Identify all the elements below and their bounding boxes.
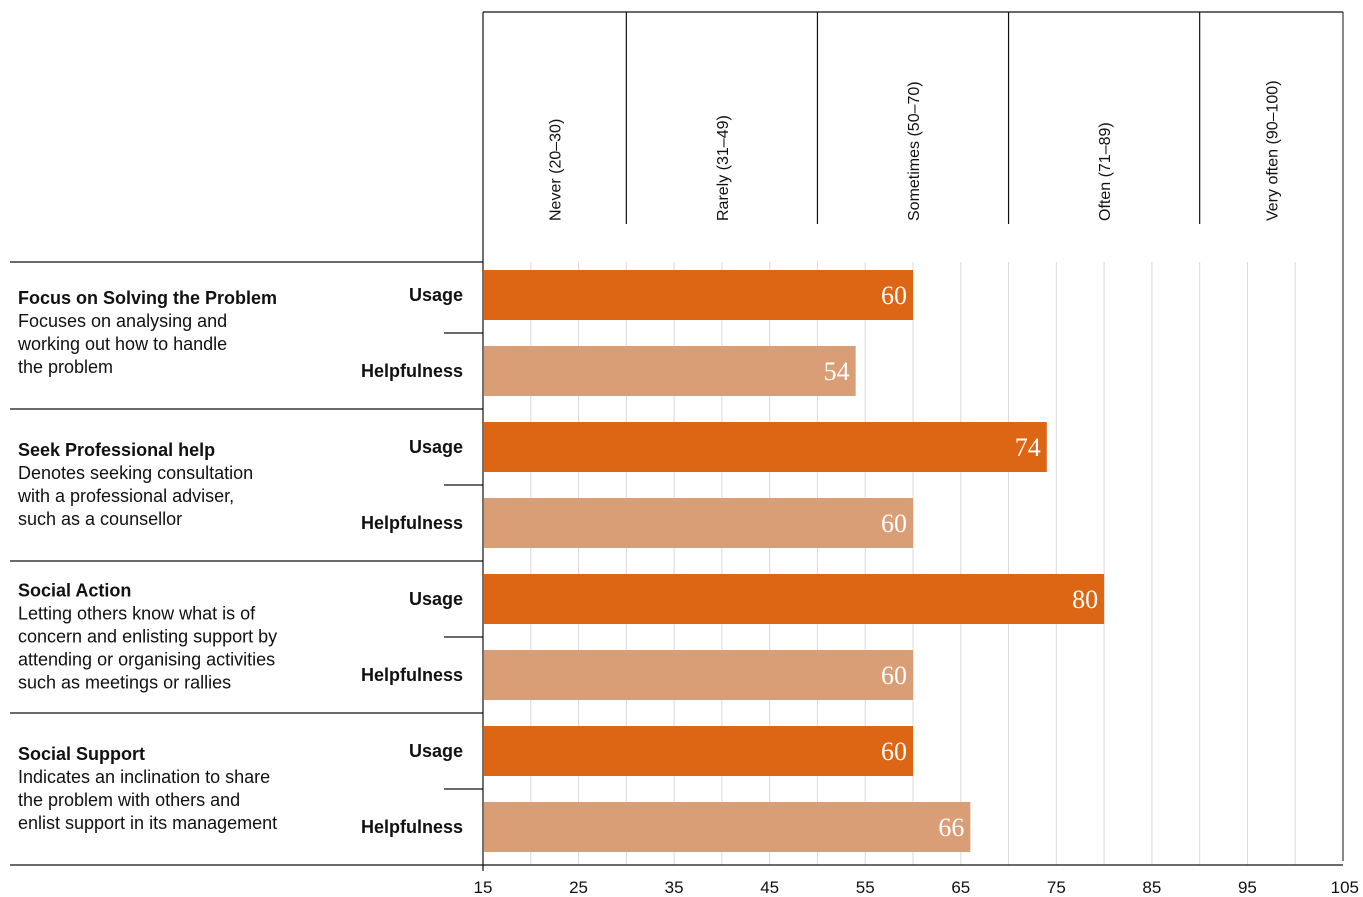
category-description-line: attending or organising activities xyxy=(18,650,275,670)
band-label: Sometimes (50–70) xyxy=(906,81,923,221)
category-description-line: with a professional adviser, xyxy=(17,486,234,506)
x-tick-label: 45 xyxy=(760,878,779,897)
x-tick-label: 35 xyxy=(665,878,684,897)
frequency-band-headers: Never (20–30) Rarely (31–49) Sometimes (50… xyxy=(548,12,1281,224)
x-axis: 15 25 35 45 55 65 75 85 95 105 xyxy=(10,11,1359,897)
usage-row-label: Usage xyxy=(409,741,463,761)
x-tick-label: 75 xyxy=(1047,878,1066,897)
bar-value-label: 80 xyxy=(1072,585,1098,614)
bar-value-label: 54 xyxy=(824,357,850,386)
usage-row-label: Usage xyxy=(409,285,463,305)
usage-row-label: Usage xyxy=(409,437,463,457)
bar-value-label: 60 xyxy=(881,281,907,310)
helpfulness-bar xyxy=(484,346,856,396)
x-tick-label: 25 xyxy=(569,878,588,897)
x-tick-label: 55 xyxy=(856,878,875,897)
x-tick-label: 105 xyxy=(1331,878,1359,897)
helpfulness-row-label: Helpfulness xyxy=(361,665,463,685)
helpfulness-bar xyxy=(484,802,971,852)
usage-bar xyxy=(484,574,1105,624)
bar-value-label: 60 xyxy=(881,509,907,538)
category-labels: Usage Helpfulness Focus on Solving the Pro… xyxy=(10,285,483,837)
helpfulness-row-label: Helpfulness xyxy=(361,361,463,381)
usage-bar xyxy=(484,270,913,320)
usage-row-label: Usage xyxy=(409,589,463,609)
category-title: Social Action xyxy=(18,581,131,601)
category-description-line: the problem xyxy=(18,357,113,377)
category-description-line: Indicates an inclination to share xyxy=(18,767,270,787)
category-description-line: the problem with others and xyxy=(18,790,240,810)
bar-value-label: 60 xyxy=(881,737,907,766)
category-description-line: Letting others know what is of xyxy=(18,604,256,624)
category-description-line: Denotes seeking consultation xyxy=(18,463,253,483)
x-tick-label: 95 xyxy=(1238,878,1257,897)
category-description-line: enlist support in its management xyxy=(18,813,277,833)
helpfulness-row-label: Helpfulness xyxy=(361,817,463,837)
category-description-line: working out how to handle xyxy=(17,334,227,354)
category-description-line: such as a counsellor xyxy=(18,509,182,529)
category-title: Seek Professional help xyxy=(18,440,215,460)
band-label: Often (71–89) xyxy=(1097,122,1114,221)
band-label: Very often (90–100) xyxy=(1264,80,1281,221)
helpfulness-bar xyxy=(484,498,913,548)
bar-value-label: 74 xyxy=(1015,433,1041,462)
category-description-line: Focuses on analysing and xyxy=(18,311,227,331)
bars: 60 54 74 60 80 60 60 66 xyxy=(484,270,1105,852)
x-tick-label: 15 xyxy=(474,878,493,897)
category-title: Social Support xyxy=(18,744,145,764)
category-title: Focus on Solving the Problem xyxy=(18,288,277,308)
x-tick-label: 85 xyxy=(1142,878,1161,897)
band-label: Rarely (31–49) xyxy=(715,115,732,221)
bar-value-label: 60 xyxy=(881,661,907,690)
bar-value-label: 66 xyxy=(938,813,964,842)
category-description-line: such as meetings or rallies xyxy=(18,673,231,693)
helpfulness-row-label: Helpfulness xyxy=(361,513,463,533)
helpfulness-bar xyxy=(484,650,913,700)
usage-bar xyxy=(484,422,1047,472)
category-description-line: concern and enlisting support by xyxy=(18,627,277,647)
band-label: Never (20–30) xyxy=(548,119,565,221)
usage-bar xyxy=(484,726,913,776)
x-tick-label: 65 xyxy=(951,878,970,897)
